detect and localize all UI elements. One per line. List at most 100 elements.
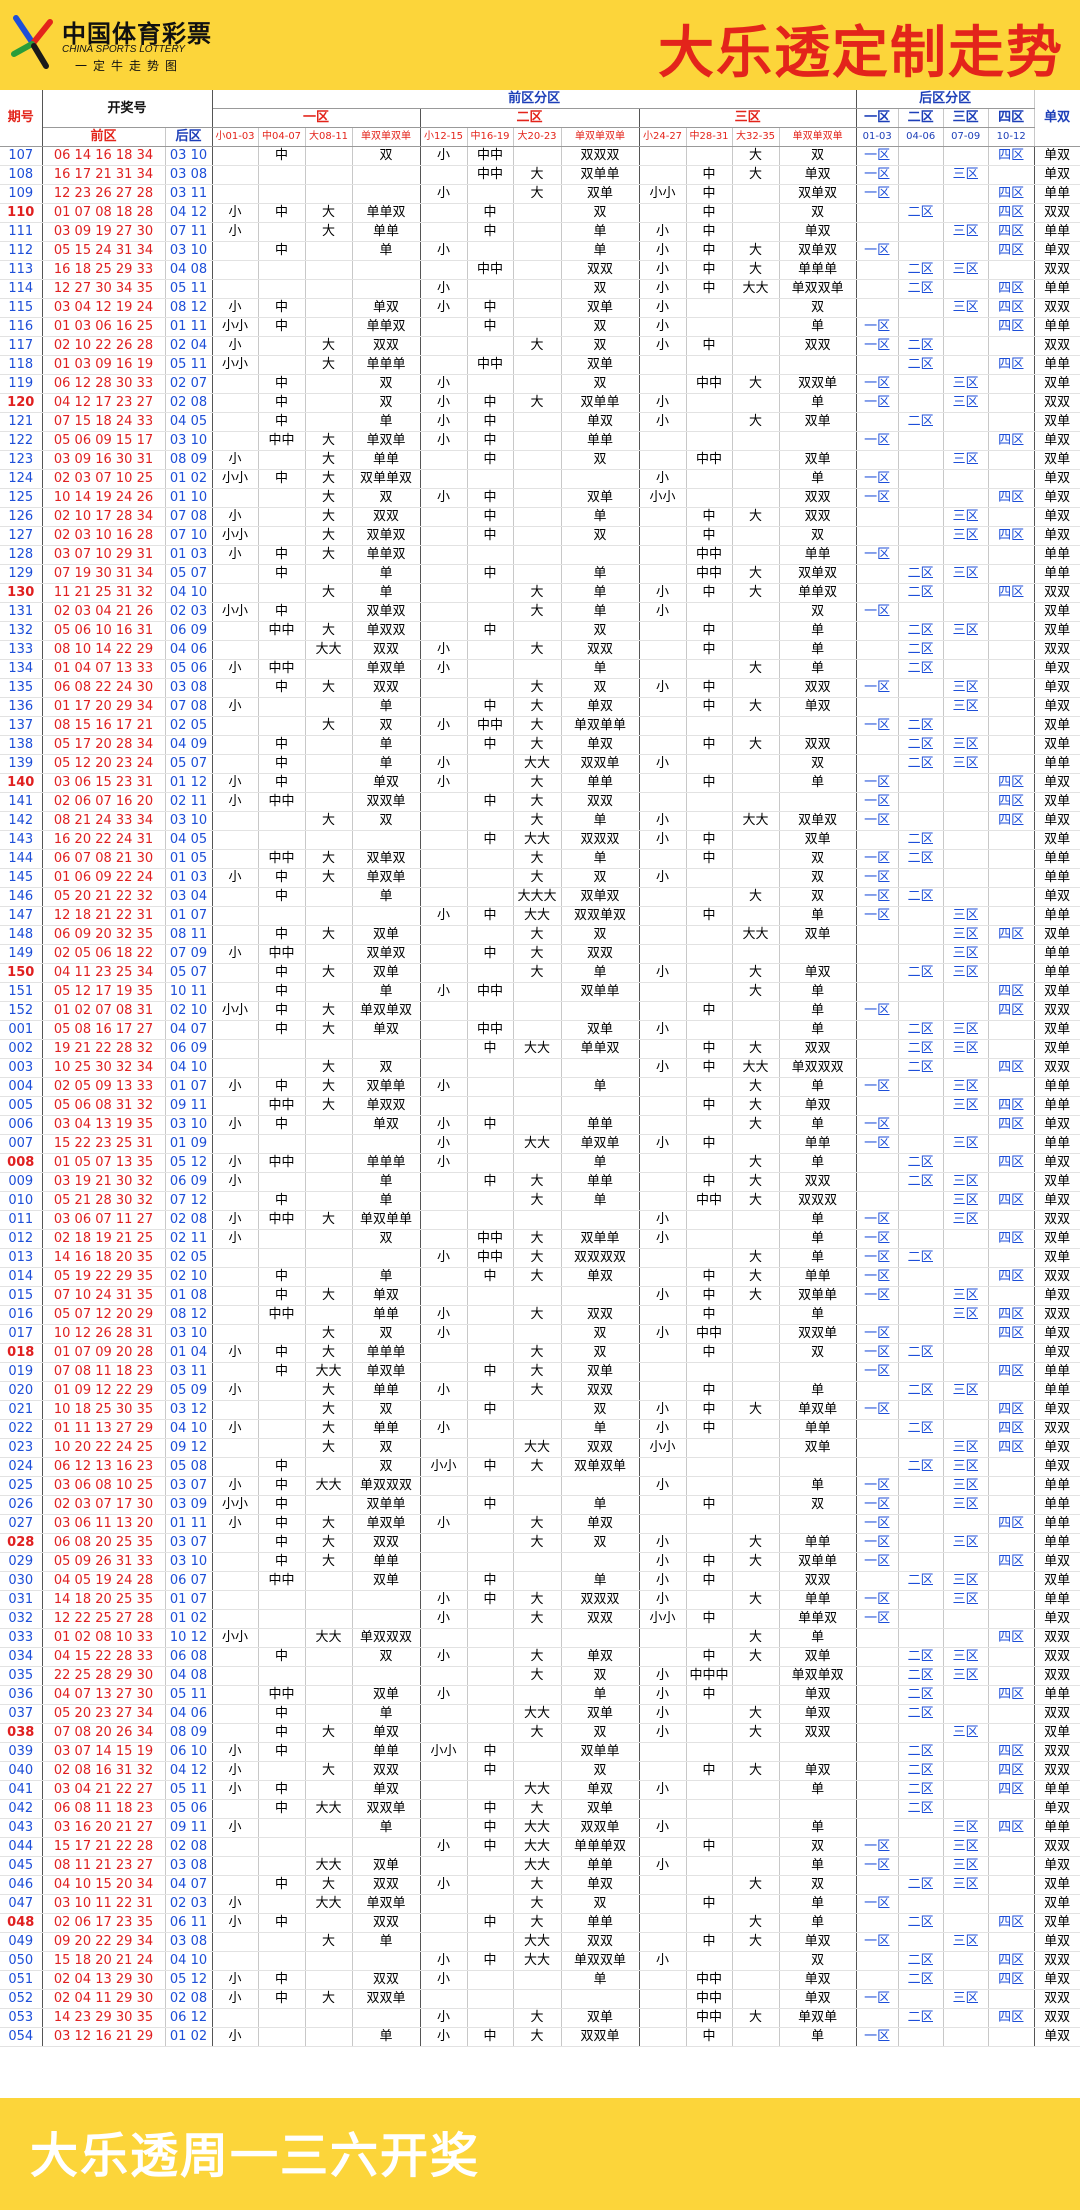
cell <box>988 1571 1035 1591</box>
cell: 双单单 <box>561 165 640 185</box>
cell: 双 <box>352 1438 421 1458</box>
back-numbers: 03 10 <box>165 146 213 166</box>
cell: 双双 <box>352 640 421 660</box>
cell <box>898 241 944 261</box>
cell: 大 <box>732 1533 780 1553</box>
cell: 一区 <box>856 811 899 831</box>
cell <box>988 1609 1035 1629</box>
cell: 单双双单 <box>779 279 857 299</box>
cell: 小 <box>639 754 687 774</box>
back-numbers: 06 11 <box>165 1913 213 1933</box>
cell <box>420 1552 468 1572</box>
cell <box>513 1476 562 1496</box>
cell <box>856 1457 899 1477</box>
cell: 单单 <box>1034 1495 1080 1515</box>
cell: 小 <box>212 222 259 242</box>
cell <box>305 735 353 755</box>
cell: 双单 <box>561 2008 640 2028</box>
cell <box>732 754 780 774</box>
cell <box>258 1229 306 1249</box>
cell: 双双 <box>352 1913 421 1933</box>
table-row: 035 22 25 28 29 30 04 08 大双小中中中 单双单双 二区 三区 双双 <box>0 1666 1080 1686</box>
cell: 双双双 <box>779 1191 857 1211</box>
cell: 中 <box>258 1552 306 1572</box>
cell <box>420 1020 468 1040</box>
cell: 单 <box>561 849 640 869</box>
cell: 二区 <box>898 640 944 660</box>
table-row: 028 06 08 20 25 35 03 07 中大双双大双小大单单 一区 三区 单单 <box>0 1533 1080 1553</box>
period-cell: 128 <box>0 545 43 565</box>
cell: 大大 <box>513 1856 562 1876</box>
table-row: 006 03 04 13 19 35 03 10 小中单双小中单单大单一区 四区 单双 <box>0 1115 1080 1135</box>
cell: 小 <box>212 203 259 223</box>
cell: 单双 <box>561 1514 640 1534</box>
cell <box>212 982 259 1002</box>
table-row: 138 05 17 20 28 34 04 09 中单中大单双中大双双 二区 三区 双单 <box>0 735 1080 755</box>
header-cell: 前区 <box>42 127 166 147</box>
cell <box>258 1172 306 1192</box>
cell: 双 <box>352 374 421 394</box>
logo-text: 中国体育彩票 <box>62 20 212 48</box>
period-cell: 129 <box>0 564 43 584</box>
cell <box>420 260 468 280</box>
cell <box>988 1704 1035 1724</box>
cell: 二区 <box>898 1172 944 1192</box>
cell: 双 <box>352 393 421 413</box>
cell: 大大 <box>513 1780 562 1800</box>
cell <box>988 374 1035 394</box>
back-numbers: 04 10 <box>165 1951 213 1971</box>
footer-text: 大乐透周一三六开奖 <box>30 2128 481 2184</box>
cell <box>513 564 562 584</box>
cell: 二区 <box>898 1761 944 1781</box>
cell: 大 <box>305 1533 353 1553</box>
cell: 双双 <box>1034 393 1080 413</box>
cell: 大大 <box>305 1476 353 1496</box>
cell <box>898 1723 944 1743</box>
cell <box>258 526 306 546</box>
cell <box>639 1837 687 1857</box>
cell: 二区 <box>898 1058 944 1078</box>
period-cell: 012 <box>0 1229 43 1249</box>
cell: 单 <box>352 754 421 774</box>
cell: 单 <box>779 1305 857 1325</box>
front-numbers: 09 20 22 29 34 <box>42 1932 166 1952</box>
cell <box>856 1685 899 1705</box>
cell <box>988 659 1035 679</box>
back-numbers: 07 08 <box>165 507 213 527</box>
cell <box>467 1438 514 1458</box>
cell <box>639 1096 687 1116</box>
cell: 大 <box>732 583 780 603</box>
cell: 四区 <box>988 1761 1035 1781</box>
cell: 双 <box>561 336 640 356</box>
cell: 三区 <box>943 735 989 755</box>
cell: 双单 <box>1034 1894 1080 1914</box>
cell: 四区 <box>988 184 1035 204</box>
cell: 小 <box>212 1514 259 1534</box>
cell: 双双 <box>561 1381 640 1401</box>
period-cell: 108 <box>0 165 43 185</box>
cell <box>639 1495 687 1515</box>
cell: 双 <box>352 488 421 508</box>
cell <box>305 298 353 318</box>
cell <box>467 1609 514 1629</box>
cell <box>779 1457 857 1477</box>
cell: 小小 <box>212 1495 259 1515</box>
cell <box>732 298 780 318</box>
cell: 大 <box>305 678 353 698</box>
cell: 双单 <box>1034 1172 1080 1192</box>
front-numbers: 14 18 20 25 35 <box>42 1590 166 1610</box>
cell <box>513 1020 562 1040</box>
cell: 单 <box>352 735 421 755</box>
cell: 中 <box>258 982 306 1002</box>
cell: 四区 <box>988 1419 1035 1439</box>
cell: 双双双 <box>561 830 640 850</box>
cell: 单双 <box>1034 526 1080 546</box>
cell: 大 <box>513 868 562 888</box>
cell: 大 <box>513 773 562 793</box>
cell: 小 <box>212 507 259 527</box>
front-numbers: 10 12 26 28 31 <box>42 1324 166 1344</box>
cell <box>988 1856 1035 1876</box>
cell <box>420 602 468 622</box>
front-numbers: 03 04 13 19 35 <box>42 1115 166 1135</box>
cell <box>779 792 857 812</box>
